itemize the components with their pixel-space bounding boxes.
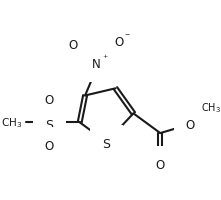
Text: $^+$: $^+$ — [101, 53, 109, 62]
Text: S: S — [45, 118, 53, 131]
Text: O: O — [114, 36, 124, 49]
Text: O: O — [185, 118, 194, 131]
Text: O: O — [68, 39, 77, 52]
Text: O: O — [45, 139, 54, 152]
Text: S: S — [103, 138, 110, 151]
Text: O: O — [156, 158, 165, 171]
Text: CH$_3$: CH$_3$ — [1, 116, 22, 130]
Text: $^-$: $^-$ — [123, 31, 131, 40]
Text: N: N — [92, 57, 101, 70]
Text: O: O — [45, 93, 54, 106]
Text: CH$_3$: CH$_3$ — [200, 101, 221, 114]
